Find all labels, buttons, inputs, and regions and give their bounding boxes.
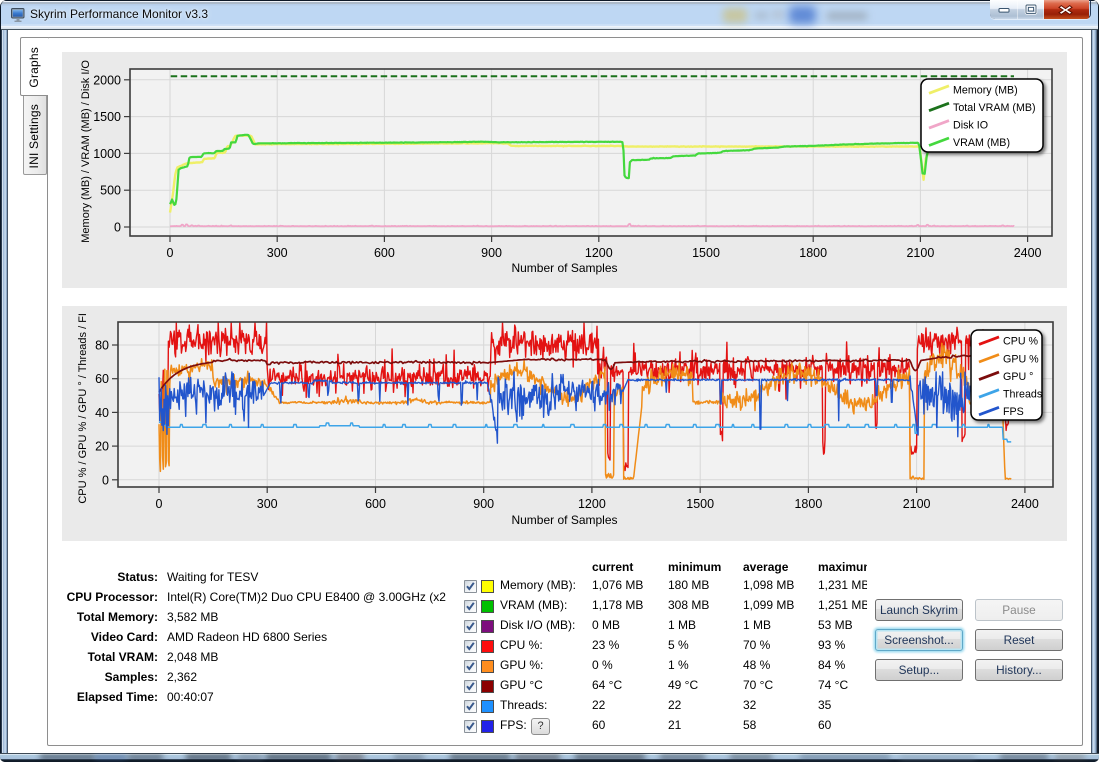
- svg-text:1500: 1500: [686, 497, 714, 511]
- svg-text:40: 40: [95, 406, 109, 420]
- svg-text:2400: 2400: [1011, 497, 1039, 511]
- svg-text:2000: 2000: [93, 73, 121, 87]
- svg-text:FPS: FPS: [1003, 406, 1024, 418]
- svg-text:0: 0: [167, 246, 174, 260]
- svg-text:900: 900: [481, 246, 502, 260]
- svg-text:Threads: Threads: [1003, 389, 1042, 401]
- svg-text:300: 300: [267, 246, 288, 260]
- svg-text:300: 300: [257, 497, 278, 511]
- svg-text:500: 500: [100, 184, 121, 198]
- svg-text:60: 60: [95, 372, 109, 386]
- svg-text:2100: 2100: [906, 246, 934, 260]
- svg-text:2100: 2100: [903, 497, 931, 511]
- svg-text:CPU %: CPU %: [1003, 336, 1039, 348]
- svg-text:Total VRAM (MB): Total VRAM (MB): [953, 102, 1036, 114]
- svg-text:0: 0: [102, 473, 109, 487]
- svg-text:Disk IO: Disk IO: [953, 119, 988, 131]
- svg-text:GPU %: GPU %: [1003, 353, 1039, 365]
- svg-text:1200: 1200: [585, 246, 613, 260]
- svg-text:20: 20: [95, 440, 109, 454]
- svg-text:1800: 1800: [794, 497, 822, 511]
- svg-text:VRAM (MB): VRAM (MB): [953, 137, 1010, 149]
- svg-text:GPU °: GPU °: [1003, 371, 1033, 383]
- svg-text:600: 600: [365, 497, 386, 511]
- svg-text:1500: 1500: [692, 246, 720, 260]
- svg-text:600: 600: [374, 246, 395, 260]
- svg-text:Memory (MB): Memory (MB): [953, 85, 1018, 97]
- svg-text:0: 0: [114, 221, 121, 235]
- svg-text:1800: 1800: [799, 246, 827, 260]
- svg-text:1000: 1000: [93, 147, 121, 161]
- svg-text:0: 0: [156, 497, 163, 511]
- svg-text:900: 900: [473, 497, 494, 511]
- svg-text:80: 80: [95, 339, 109, 353]
- svg-text:1200: 1200: [578, 497, 606, 511]
- svg-text:2400: 2400: [1014, 246, 1042, 260]
- svg-text:1500: 1500: [93, 110, 121, 124]
